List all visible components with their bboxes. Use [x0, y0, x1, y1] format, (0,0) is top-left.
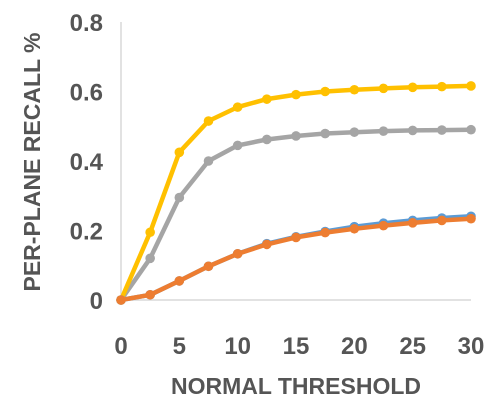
data-point [320, 86, 330, 97]
data-point [174, 147, 185, 158]
data-point [232, 140, 243, 151]
data-point [349, 84, 360, 95]
y-tick-labels: 0 0.2 0.4 0.6 0.8 [70, 10, 104, 315]
y-tick-label: 0.2 [70, 219, 103, 246]
x-tick-label: 10 [224, 333, 251, 360]
series-line [118, 83, 472, 301]
data-point [437, 125, 447, 135]
data-point [232, 248, 243, 259]
data-point [291, 232, 301, 243]
y-tick-label: 0.6 [70, 80, 103, 107]
data-point [349, 223, 360, 234]
x-tick-label: 15 [283, 333, 310, 360]
data-point [174, 192, 185, 203]
series-3 [116, 213, 476, 305]
data-point [262, 94, 272, 104]
data-point [320, 128, 330, 139]
series-line [120, 216, 472, 303]
data-point [437, 81, 447, 92]
x-tick-label: 30 [458, 333, 485, 360]
data-point [291, 131, 301, 141]
y-axis-title: PER-PLANE RECALL % [19, 33, 45, 292]
data-point [203, 261, 214, 272]
data-point [437, 215, 447, 226]
data-point [466, 213, 476, 224]
x-tick-label: 0 [114, 333, 127, 360]
x-tick-label: 5 [173, 333, 186, 360]
data-point [262, 239, 272, 250]
x-tick-label: 25 [399, 333, 426, 360]
data-point [407, 218, 418, 228]
data-point [232, 102, 243, 112]
data-point [378, 126, 389, 136]
data-point [145, 253, 155, 264]
series-2 [116, 211, 476, 305]
series-layer [116, 81, 476, 305]
series-line [120, 214, 472, 303]
data-point [116, 295, 126, 305]
y-tick-label: 0 [90, 288, 103, 315]
data-point [174, 276, 185, 286]
data-point [320, 227, 330, 238]
x-tick-label: 20 [341, 333, 368, 360]
data-point [407, 125, 418, 136]
data-point [145, 289, 155, 300]
y-tick-label: 0.8 [70, 10, 103, 37]
x-tick-labels: 0 5 10 15 20 25 30 [114, 333, 484, 360]
data-point [378, 220, 389, 231]
data-point [291, 89, 301, 100]
data-point [407, 82, 418, 93]
x-axis-title: NORMAL THRESHOLD [171, 373, 421, 399]
data-point [349, 127, 360, 137]
series-line [119, 127, 472, 302]
data-point [466, 81, 476, 91]
series-1 [116, 124, 476, 305]
data-point [145, 227, 155, 238]
data-point [203, 156, 214, 166]
data-point [262, 134, 272, 145]
data-point [378, 83, 389, 94]
data-point [466, 124, 476, 135]
series-0 [116, 81, 476, 305]
y-tick-label: 0.4 [70, 149, 104, 176]
data-point [203, 116, 214, 126]
